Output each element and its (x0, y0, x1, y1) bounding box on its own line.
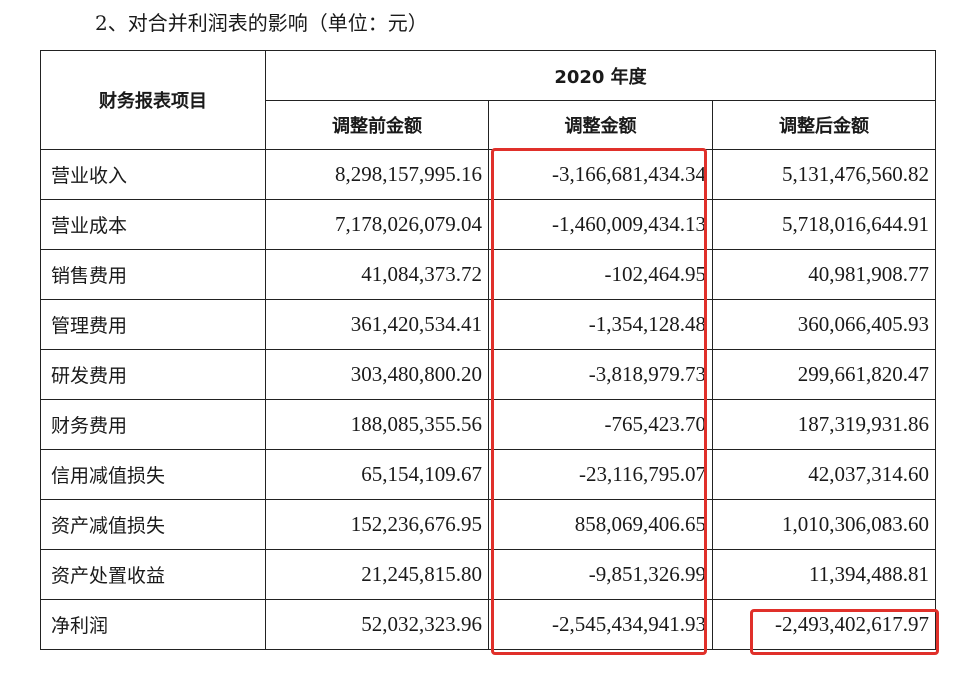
row-item-label: 管理费用 (40, 299, 266, 350)
adjustment-amount-cell: 858,069,406.65 (488, 499, 713, 550)
before-amount-cell: 303,480,800.20 (265, 349, 489, 400)
before-amount-cell: 188,085,355.56 (265, 399, 489, 450)
before-amount-cell: 52,032,323.96 (265, 599, 489, 650)
before-amount-cell: 361,420,534.41 (265, 299, 489, 350)
table-row: 信用减值损失 65,154,109.67 -23,116,795.07 42,037,… (40, 449, 936, 500)
after-amount-cell: 5,718,016,644.91 (712, 199, 936, 250)
adjustment-amount-cell: -1,354,128.48 (488, 299, 713, 350)
row-item-label: 销售费用 (40, 249, 266, 300)
after-amount-cell: -2,493,402,617.97 (712, 599, 936, 650)
adjustment-amount-cell: -1,460,009,434.13 (488, 199, 713, 250)
adjustment-amount-header: 调整金额 (488, 100, 713, 150)
table-row: 管理费用 361,420,534.41 -1,354,128.48 360,066,4… (40, 299, 936, 350)
after-amount-cell: 360,066,405.93 (712, 299, 936, 350)
before-amount-cell: 65,154,109.67 (265, 449, 489, 500)
adjustment-amount-cell: -3,818,979.73 (488, 349, 713, 400)
adjustment-amount-cell: -23,116,795.07 (488, 449, 713, 500)
table-row: 营业收入 8,298,157,995.16 -3,166,681,434.34 5,1… (40, 149, 936, 200)
row-item-label: 资产减值损失 (40, 499, 266, 550)
table-row: 营业成本 7,178,026,079.04 -1,460,009,434.13 5,7… (40, 199, 936, 250)
row-item-label: 净利润 (40, 599, 266, 650)
adjustment-amount-cell: -9,851,326.99 (488, 549, 713, 600)
after-amount-cell: 5,131,476,560.82 (712, 149, 936, 200)
after-amount-cell: 299,661,820.47 (712, 349, 936, 400)
adjustment-amount-cell: -102,464.95 (488, 249, 713, 300)
table-body: 营业收入 8,298,157,995.16 -3,166,681,434.34 5,1… (40, 149, 936, 650)
before-amount-cell: 152,236,676.95 (265, 499, 489, 550)
row-item-label: 研发费用 (40, 349, 266, 400)
after-amount-header: 调整后金额 (712, 100, 936, 150)
after-amount-cell: 11,394,488.81 (712, 549, 936, 600)
table-row: 财务费用 188,085,355.56 -765,423.70 187,319,931… (40, 399, 936, 450)
table-row: 资产减值损失 152,236,676.95 858,069,406.65 1,010,… (40, 499, 936, 550)
after-amount-cell: 1,010,306,083.60 (712, 499, 936, 550)
year-header: 2020 年度 (265, 50, 936, 101)
row-item-label: 营业收入 (40, 149, 266, 200)
before-amount-cell: 21,245,815.80 (265, 549, 489, 600)
row-item-label: 资产处置收益 (40, 549, 266, 600)
row-item-label: 营业成本 (40, 199, 266, 250)
before-amount-header: 调整前金额 (265, 100, 489, 150)
adjustment-amount-cell: -2,545,434,941.93 (488, 599, 713, 650)
after-amount-cell: 42,037,314.60 (712, 449, 936, 500)
section-heading: 2、对合并利润表的影响（单位：元） (95, 11, 428, 35)
before-amount-cell: 41,084,373.72 (265, 249, 489, 300)
before-amount-cell: 8,298,157,995.16 (265, 149, 489, 200)
item-column-header: 财务报表项目 (40, 50, 266, 150)
table-row: 销售费用 41,084,373.72 -102,464.95 40,981,908.7… (40, 249, 936, 300)
before-amount-cell: 7,178,026,079.04 (265, 199, 489, 250)
adjustment-amount-cell: -765,423.70 (488, 399, 713, 450)
after-amount-cell: 40,981,908.77 (712, 249, 936, 300)
row-item-label: 财务费用 (40, 399, 266, 450)
after-amount-cell: 187,319,931.86 (712, 399, 936, 450)
income-statement-impact-table: 财务报表项目 2020 年度 调整前金额 调整金额 调整后金额 营业收入 8,29… (40, 50, 936, 650)
table-row: 净利润 52,032,323.96 -2,545,434,941.93 -2,493,… (40, 599, 936, 650)
row-item-label: 信用减值损失 (40, 449, 266, 500)
adjustment-amount-cell: -3,166,681,434.34 (488, 149, 713, 200)
table-row: 研发费用 303,480,800.20 -3,818,979.73 299,661,8… (40, 349, 936, 400)
table-row: 资产处置收益 21,245,815.80 -9,851,326.99 11,394,4… (40, 549, 936, 600)
